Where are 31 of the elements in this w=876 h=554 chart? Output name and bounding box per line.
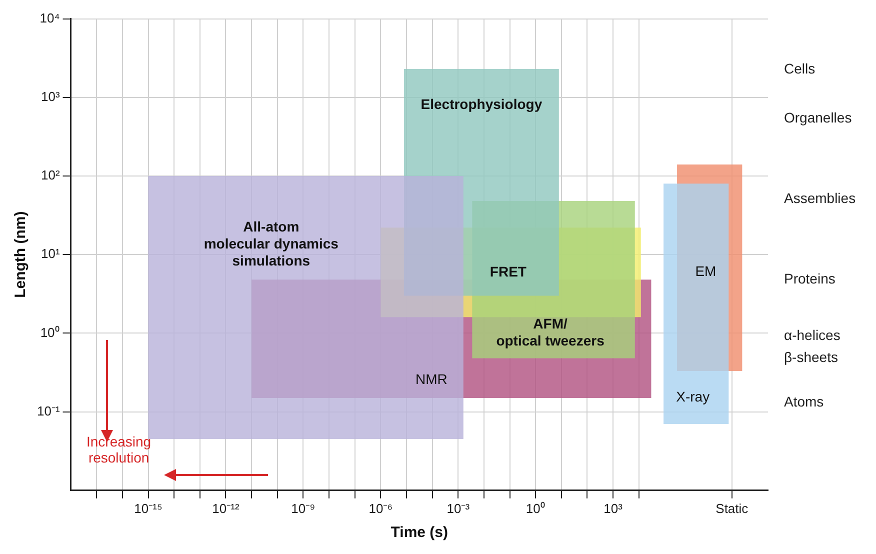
x-tick-label: 10⁻¹⁵ [134,500,162,516]
annotation: Increasing resolution [86,433,152,466]
x-axis-title: Time (s) [390,524,448,542]
text: α-helices [784,327,840,344]
text: β-sheets [784,349,838,366]
text: Proteins [784,270,836,286]
series-label: Electrophysiology [420,96,542,112]
x-tick-label: 10⁰ [526,500,546,516]
text: Atoms [784,394,824,410]
x-tick-label: 10⁻¹² [212,500,240,516]
text: Assemblies [784,190,856,206]
text: Cells [784,60,816,77]
y-tick-label: 10⁻¹ [36,403,60,418]
x-tick-label: 10⁻⁹ [291,500,316,516]
y-tick-label: 10⁴ [40,10,60,26]
series-label: X-ray [676,388,710,404]
y-tick-label: 10¹ [40,246,60,262]
y-axis-title: Length (nm) [12,211,30,298]
x-tick-label: Static [716,500,749,516]
series-label: AFM/ optical tweezers [496,315,605,348]
series-label: NMR [415,371,448,388]
series-label: FRET [490,263,527,280]
x-tick-label: 10³ [604,500,624,516]
x-tick-label: 10⁻³ [446,500,470,516]
series-label: All-atom molecular dynamics simulations [204,218,339,268]
text: Organelles [784,110,852,126]
y-tick-label: 10³ [40,88,60,104]
series-label: EM [695,262,716,279]
x-tick-label: 10⁻⁶ [368,500,393,516]
y-tick-label: 10⁰ [40,324,60,340]
y-tick-label: 10² [40,168,60,183]
